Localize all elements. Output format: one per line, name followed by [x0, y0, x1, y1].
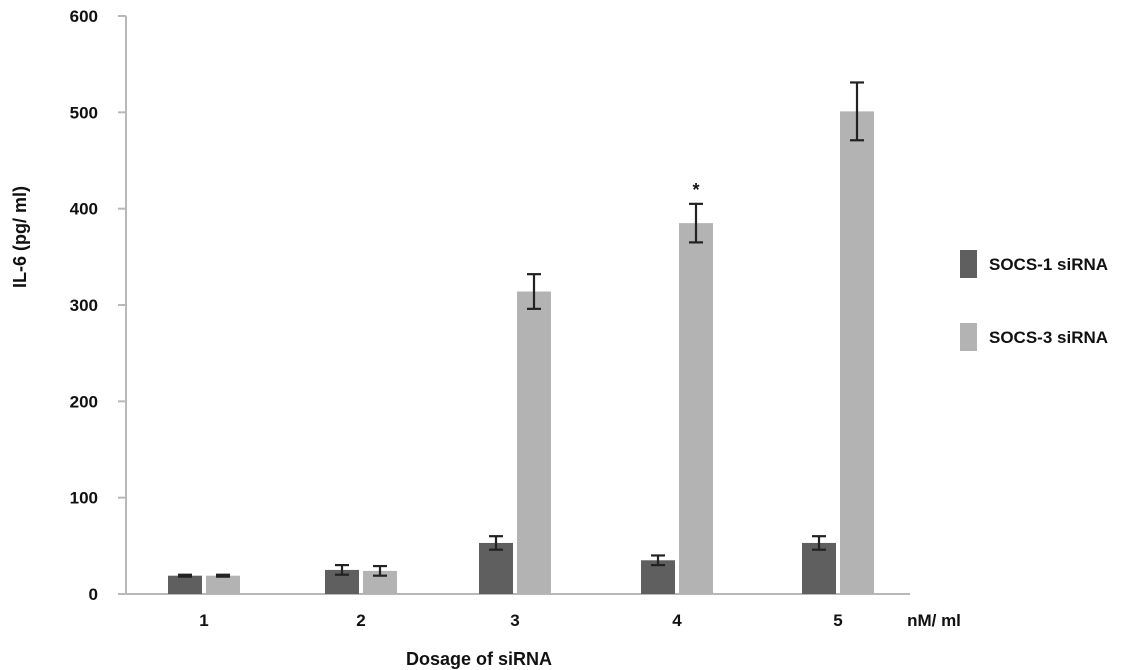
error-bar	[178, 573, 192, 578]
annotations: *	[692, 180, 699, 200]
legend-label: SOCS-1 siRNA	[989, 255, 1108, 274]
error-bar	[335, 563, 349, 576]
y-tick-label: 0	[89, 585, 98, 604]
bar-series2-cat3	[517, 291, 551, 594]
x-axis-ticks: 1 2 3 4 5	[199, 611, 842, 630]
error-bar	[489, 535, 503, 551]
x-tick-label: 2	[356, 611, 365, 630]
bar-series1-cat5	[802, 542, 836, 594]
x-axis-unit: nM/ ml	[907, 611, 961, 630]
error-bar	[850, 81, 864, 142]
x-axis-title: Dosage of siRNA	[406, 649, 552, 669]
y-tick-label: 600	[70, 7, 98, 26]
bar-series2-cat1	[206, 575, 240, 594]
error-bar	[812, 535, 826, 551]
x-tick-label: 5	[833, 611, 842, 630]
x-tick-label: 1	[199, 611, 208, 630]
y-tick-label: 300	[70, 296, 98, 315]
error-bar	[216, 573, 230, 578]
x-tick-label: 3	[510, 611, 519, 630]
y-axis-title: IL-6 (pg/ ml)	[10, 186, 30, 288]
y-tick-label: 100	[70, 489, 98, 508]
bar-series1-cat3	[479, 542, 513, 594]
bar-series2-cat5	[840, 111, 874, 595]
y-tick-label: 500	[70, 103, 98, 122]
y-tick-label: 200	[70, 392, 98, 411]
legend: SOCS-1 siRNA SOCS-3 siRNA	[960, 250, 1108, 351]
bar-series2-cat4	[679, 223, 713, 594]
y-axis-ticks: 0 100 200 300 400 500 600	[70, 7, 126, 604]
error-bar	[373, 564, 387, 577]
significance-marker: *	[692, 180, 699, 200]
error-bar	[689, 202, 703, 244]
error-bar	[527, 273, 541, 310]
x-tick-label: 4	[672, 611, 682, 630]
legend-swatch	[960, 250, 977, 278]
legend-label: SOCS-3 siRNA	[989, 328, 1108, 347]
error-bars	[178, 81, 864, 578]
y-tick-label: 400	[70, 200, 98, 219]
bar-series2-cat2	[363, 570, 397, 594]
bars	[168, 111, 874, 595]
plot-area: 0 100 200 300 400 500 600 1 2 3 4 5 *	[70, 7, 910, 630]
legend-swatch	[960, 323, 977, 351]
bar-series1-cat1	[168, 575, 202, 594]
error-bar	[651, 554, 665, 567]
